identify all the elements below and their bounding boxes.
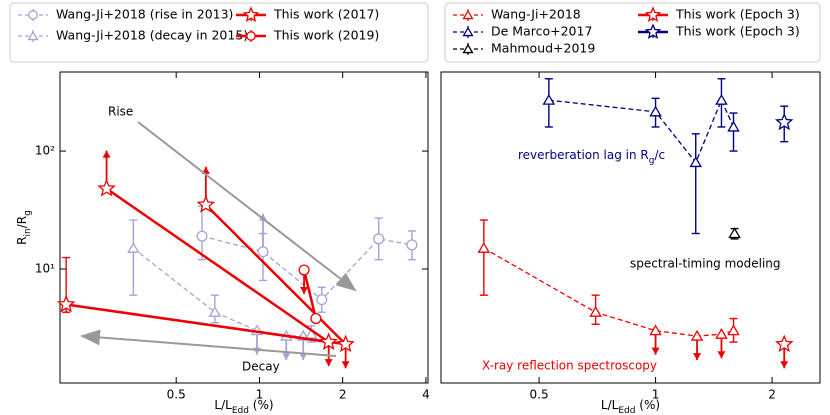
marker	[27, 30, 39, 41]
limit-arrow-head	[780, 361, 789, 369]
marker	[246, 31, 256, 41]
marker	[127, 241, 140, 253]
marker	[196, 195, 216, 213]
x-tick-label: 2	[768, 388, 776, 402]
series-line	[132, 247, 312, 337]
legend-label: This work (Epoch 3)	[675, 7, 800, 22]
trend-arrow	[137, 121, 357, 292]
marker	[727, 120, 740, 132]
marker	[542, 93, 556, 105]
annotation: reverberation lag in Rg/c	[518, 148, 665, 166]
annotation: Decay	[242, 360, 280, 374]
y-axis-label-part: g	[23, 210, 33, 216]
marker	[462, 43, 474, 54]
marker	[715, 93, 728, 105]
marker	[316, 294, 328, 306]
marker	[310, 313, 322, 325]
x-tick-label: 0.5	[167, 388, 186, 402]
legend-label: This work (2019)	[273, 28, 379, 43]
marker	[715, 327, 728, 339]
limit-arrow-head	[324, 359, 333, 367]
marker	[728, 227, 741, 239]
marker	[477, 241, 491, 253]
marker	[97, 178, 116, 197]
annotation-part: /c	[655, 148, 666, 162]
marker	[462, 9, 474, 20]
marker	[649, 105, 662, 117]
x-tick-label: 0.5	[530, 388, 549, 402]
marker	[644, 23, 662, 40]
marker	[319, 332, 338, 350]
y-axis-label: Rin/Rg	[15, 210, 33, 245]
trend-arrow	[80, 329, 337, 357]
marker	[257, 246, 269, 258]
marker	[644, 6, 662, 23]
x-tick-label: 1	[256, 388, 264, 402]
x-axis-label-part: (%)	[635, 398, 660, 412]
limit-arrow-head	[651, 347, 660, 355]
legend-label: This work (Epoch 3)	[675, 24, 800, 39]
marker	[196, 230, 208, 242]
legend: Wang-Ji+2018 (rise in 2013) Wang-Ji+2018 …	[9, 2, 429, 63]
x-axis-label-part: L/L	[214, 398, 232, 412]
annotation-part: g	[649, 156, 655, 166]
x-axis-label: L/LEdd (%)	[601, 398, 660, 415]
marker	[56, 294, 76, 313]
marker	[462, 26, 474, 37]
x-axis-label-part: Edd	[618, 406, 635, 415]
x-tick-label: 4	[422, 388, 430, 402]
y-tick-label: 10¹	[35, 261, 55, 275]
y-axis-label-part: R	[15, 236, 29, 244]
x-tick-label: 1	[652, 388, 660, 402]
legend-frame	[444, 2, 821, 63]
legend-label: Wang-Ji+2018 (decay in 2015)	[56, 28, 248, 43]
series-line	[302, 269, 318, 319]
x-axis-label: L/LEdd (%)	[214, 398, 273, 415]
limit-arrow-head	[341, 361, 350, 369]
marker	[373, 233, 385, 245]
legend-label: Wang-Ji+2018	[491, 7, 581, 22]
limit-arrow-head	[693, 353, 702, 361]
x-tick-label: 2	[339, 388, 347, 402]
marker	[727, 324, 740, 336]
x-axis-label-part: (%)	[249, 398, 274, 412]
annotation: spectral-timing modeling	[630, 257, 781, 271]
marker	[242, 6, 260, 23]
limit-arrow-head	[299, 353, 308, 361]
annotation: Rise	[108, 105, 133, 119]
marker	[28, 10, 38, 20]
legend: Wang-Ji+2018 De Marco+2017 Mahmoud+2019 Thi…	[444, 2, 821, 63]
x-axis-label-part: L/L	[601, 398, 619, 412]
annotation-part: reverberation lag in R	[518, 148, 649, 162]
plot-frame	[440, 71, 821, 384]
marker	[336, 334, 355, 353]
legend-label: Mahmoud+2019	[491, 41, 595, 56]
plot-frame	[59, 71, 429, 384]
marker	[775, 112, 794, 131]
limit-arrow-head	[258, 213, 267, 221]
marker	[689, 156, 703, 168]
marker	[406, 239, 418, 251]
y-axis-label-part: /R	[15, 216, 29, 228]
y-tick-label: 10²	[35, 144, 55, 158]
annotation: X-ray reflection spectroscopy	[482, 359, 657, 373]
limit-arrow-head	[282, 353, 291, 361]
x-axis-label-part: Edd	[232, 406, 249, 415]
legend-label: De Marco+2017	[491, 24, 592, 39]
marker	[589, 305, 602, 317]
marker	[690, 329, 704, 341]
limit-arrow-head	[300, 287, 309, 295]
limit-arrow-head	[102, 150, 111, 158]
legend-label: Wang-Ji+2018 (rise in 2013)	[56, 7, 233, 22]
marker	[775, 334, 794, 353]
y-axis-label-part: in	[23, 228, 33, 236]
legend-frame	[9, 2, 429, 63]
legend-label: This work (2017)	[273, 7, 379, 22]
marker	[298, 264, 310, 276]
marker	[208, 305, 222, 317]
marker	[649, 324, 662, 336]
limit-arrow-head	[717, 351, 726, 359]
